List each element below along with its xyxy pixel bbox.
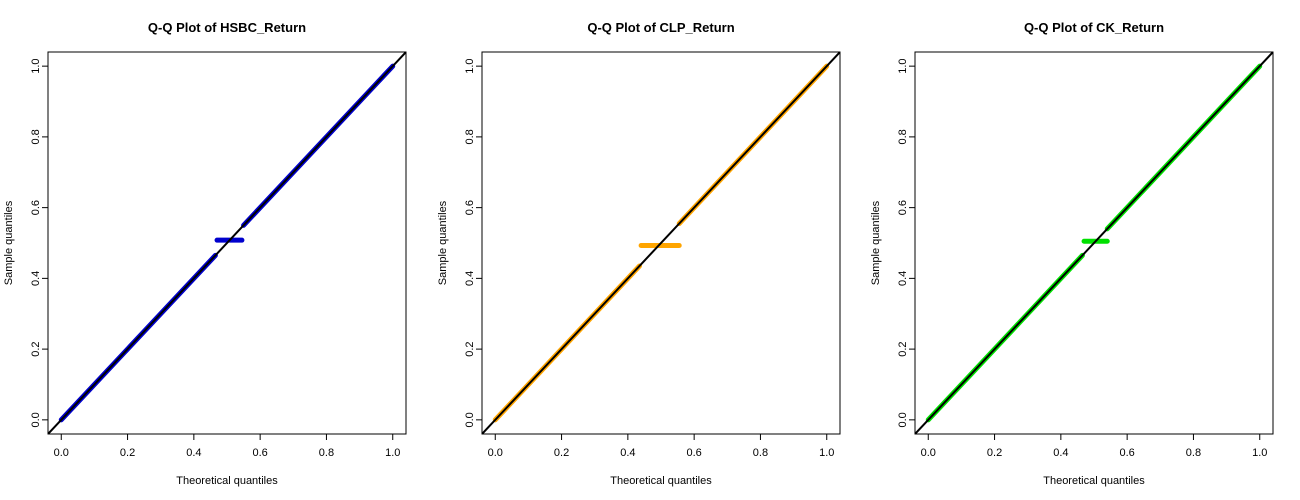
y-tick-label: 0.4: [897, 271, 909, 286]
y-tick-label: 0.2: [30, 341, 42, 356]
x-tick-label: 1.0: [385, 447, 400, 459]
x-axis-label: Theoretical quantiles: [176, 475, 278, 487]
plot-frame: [481, 51, 841, 435]
y-tick-label: 0.0: [897, 412, 909, 427]
y-tick-label: 0.4: [30, 271, 42, 286]
x-tick-label: 0.8: [1186, 447, 1201, 459]
y-tick-label: 1.0: [30, 58, 42, 73]
qq-plot-panel-3: Q-Q Plot of CK_Return Theoretical quantil…: [870, 20, 1274, 487]
x-tick-label: 0.6: [252, 447, 267, 459]
y-tick-label: 0.6: [897, 200, 909, 215]
y-axis-label: Sample quantiles: [437, 200, 449, 285]
reference-line: [915, 52, 1273, 434]
y-tick-label: 0.8: [464, 129, 476, 144]
x-tick-label: 1.0: [819, 447, 834, 459]
x-tick-label: 1.0: [1252, 447, 1267, 459]
qq-plot-panel-2: Q-Q Plot of CLP_Return Theoretical quanti…: [437, 20, 841, 487]
x-tick-label: 0.6: [686, 447, 701, 459]
reference-line: [48, 52, 406, 434]
y-tick-label: 1.0: [897, 58, 909, 73]
x-axis-label: Theoretical quantiles: [1043, 475, 1145, 487]
x-axis-label: Theoretical quantiles: [610, 475, 712, 487]
x-tick-label: 0.2: [120, 447, 135, 459]
x-tick-label: 0.4: [620, 447, 635, 459]
qq-plot-panel-1: Q-Q Plot of HSBC_Return Theoretical quant…: [3, 20, 407, 487]
plot-frame: [914, 51, 1274, 435]
chart-title: Q-Q Plot of HSBC_Return: [148, 20, 306, 35]
x-tick-label: 0.2: [554, 447, 569, 459]
y-tick-label: 0.6: [30, 200, 42, 215]
y-tick-label: 0.8: [30, 129, 42, 144]
y-tick-label: 0.6: [464, 200, 476, 215]
x-tick-label: 0.0: [488, 447, 503, 459]
y-tick-label: 0.0: [464, 412, 476, 427]
x-tick-label: 0.8: [319, 447, 334, 459]
x-tick-label: 0.2: [987, 447, 1002, 459]
y-tick-label: 0.0: [30, 412, 42, 427]
y-tick-label: 0.2: [897, 341, 909, 356]
reference-line: [482, 52, 840, 434]
x-tick-label: 0.6: [1119, 447, 1134, 459]
chart-title: Q-Q Plot of CLP_Return: [587, 20, 734, 35]
x-tick-label: 0.4: [186, 447, 201, 459]
y-tick-label: 0.2: [464, 341, 476, 356]
plot-frame: [47, 51, 407, 435]
y-tick-label: 0.4: [464, 271, 476, 286]
x-tick-label: 0.4: [1053, 447, 1068, 459]
x-tick-label: 0.0: [54, 447, 69, 459]
chart-title: Q-Q Plot of CK_Return: [1024, 20, 1164, 35]
x-tick-label: 0.0: [921, 447, 936, 459]
y-tick-label: 0.8: [897, 129, 909, 144]
x-tick-label: 0.8: [753, 447, 768, 459]
y-axis-label: Sample quantiles: [870, 200, 882, 285]
y-tick-label: 1.0: [464, 58, 476, 73]
y-axis-label: Sample quantiles: [3, 200, 15, 285]
